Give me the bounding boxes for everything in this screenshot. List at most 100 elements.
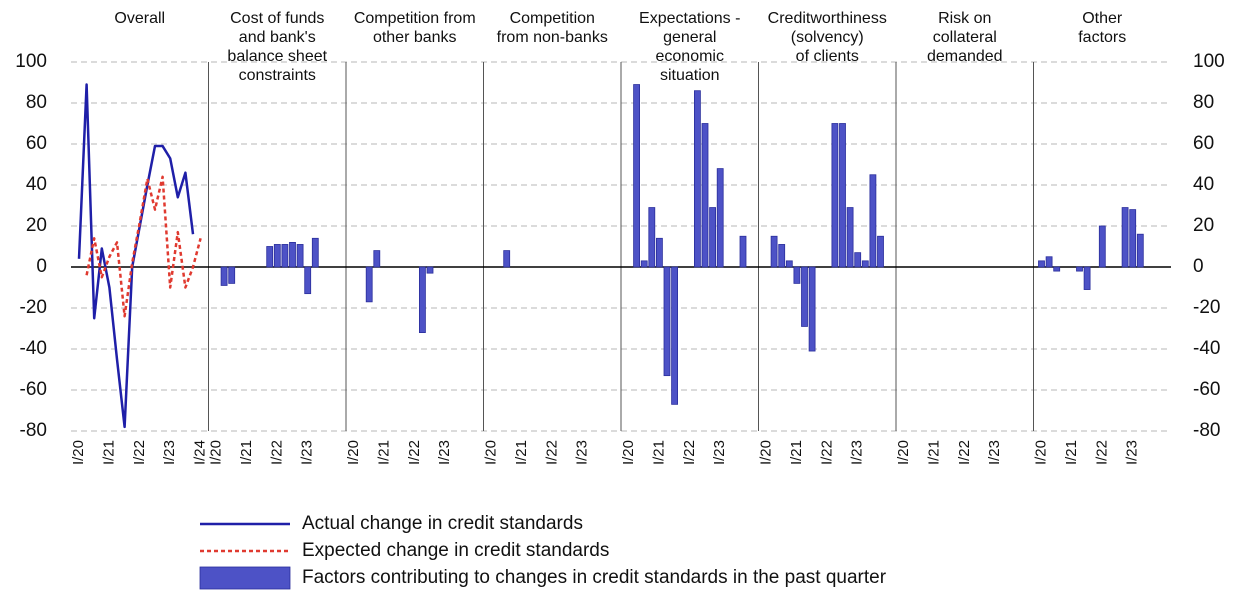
bar xyxy=(304,266,312,295)
x-tick-label: I/22 xyxy=(543,440,560,465)
x-tick-label: I/20 xyxy=(895,440,912,465)
x-tick-label: I/22 xyxy=(956,440,973,465)
x-tick-label: I/21 xyxy=(925,440,942,465)
panel-title: balance sheet xyxy=(227,48,327,65)
panel-title: from non-banks xyxy=(497,29,608,46)
y2-tick-label: 80 xyxy=(1193,92,1214,113)
x-tick-label: I/23 xyxy=(711,440,728,465)
bar xyxy=(1053,266,1061,272)
x-tick-label: I/23 xyxy=(849,440,866,465)
y-tick-label: 40 xyxy=(26,174,47,195)
bar xyxy=(640,260,648,268)
series-line xyxy=(85,175,202,318)
bar xyxy=(778,244,786,268)
x-tick-label: I/20 xyxy=(1032,440,1049,465)
bar xyxy=(1136,233,1144,268)
x-tick-label: I/21 xyxy=(238,440,255,465)
bar xyxy=(1098,225,1106,268)
bar xyxy=(296,244,304,268)
series-line xyxy=(77,83,195,429)
bar xyxy=(220,266,228,286)
panel-title: of clients xyxy=(796,48,859,65)
x-tick-label: I/22 xyxy=(131,440,148,465)
x-tick-label: I/20 xyxy=(482,440,499,465)
y-tick-label: -60 xyxy=(20,379,47,400)
bar xyxy=(694,90,701,268)
y-tick-label: -40 xyxy=(20,338,47,359)
panel-title: Competition from xyxy=(354,10,476,27)
y-tick-label: 80 xyxy=(26,92,47,113)
bar xyxy=(1129,209,1137,268)
x-tick-label: I/23 xyxy=(986,440,1003,465)
y2-tick-label: -20 xyxy=(1193,297,1220,318)
y2-tick-label: 60 xyxy=(1193,133,1214,154)
panel-title: other banks xyxy=(373,29,457,46)
y2-tick-label: -80 xyxy=(1193,420,1220,441)
bar xyxy=(716,168,724,268)
bar xyxy=(701,123,709,268)
x-tick-label: I/22 xyxy=(681,440,698,465)
bar xyxy=(311,237,319,268)
bar xyxy=(801,266,808,327)
panel-title: situation xyxy=(660,67,720,84)
x-tick-label: I/23 xyxy=(436,440,453,465)
panel-title: general xyxy=(663,29,716,46)
panel-title: Competition xyxy=(510,10,595,27)
x-tick-label: I/21 xyxy=(1063,440,1080,465)
x-tick-label: I/20 xyxy=(207,440,224,465)
bar xyxy=(671,266,678,405)
y2-tick-label: 0 xyxy=(1193,256,1204,277)
y2-tick-label: 40 xyxy=(1193,174,1214,195)
panel-title: Risk on xyxy=(938,10,991,27)
x-tick-label: I/21 xyxy=(788,440,805,465)
panel-title: Cost of funds xyxy=(230,10,324,27)
bar xyxy=(1083,266,1091,290)
bar xyxy=(289,241,296,268)
y2-tick-label: -40 xyxy=(1193,338,1220,359)
bar xyxy=(273,244,281,268)
bar xyxy=(373,250,381,268)
bar xyxy=(739,235,747,268)
bar xyxy=(633,84,640,268)
panel-title: Creditworthiness xyxy=(768,10,887,27)
x-tick-label: I/21 xyxy=(375,440,392,465)
bar xyxy=(228,266,236,284)
panel-title: factors xyxy=(1078,29,1126,46)
panel-title: demanded xyxy=(927,48,1003,65)
bar xyxy=(770,235,778,268)
y-tick-label: -80 xyxy=(20,420,47,441)
bar xyxy=(656,237,663,268)
y-tick-label: 100 xyxy=(15,51,47,72)
y2-tick-label: -60 xyxy=(1193,379,1220,400)
bar xyxy=(831,123,839,268)
x-tick-label: I/20 xyxy=(757,440,774,465)
bar xyxy=(709,207,716,268)
x-tick-label: I/20 xyxy=(620,440,637,465)
legend-label: Actual change in credit standards xyxy=(302,513,583,534)
panel-title: and bank's xyxy=(239,29,316,46)
bar xyxy=(1038,260,1045,268)
panel-title: constraints xyxy=(239,67,316,84)
y2-tick-label: 100 xyxy=(1193,51,1225,72)
x-tick-label: I/22 xyxy=(818,440,835,465)
y-tick-label: -20 xyxy=(20,297,47,318)
y-tick-label: 60 xyxy=(26,133,47,154)
bar xyxy=(1076,266,1083,272)
panel-title: Overall xyxy=(114,10,165,27)
y-tick-label: 0 xyxy=(36,256,47,277)
x-tick-label: I/23 xyxy=(299,440,316,465)
bar xyxy=(1121,207,1129,268)
bar xyxy=(785,260,793,268)
bar xyxy=(365,266,373,303)
panel-title: economic xyxy=(656,48,724,65)
bar xyxy=(418,266,426,333)
panel-title: Expectations - xyxy=(639,10,740,27)
panel-title: collateral xyxy=(933,29,997,46)
bar xyxy=(266,246,274,268)
bar xyxy=(808,266,816,352)
x-tick-label: I/24 xyxy=(192,440,209,465)
y2-tick-label: 20 xyxy=(1193,215,1214,236)
x-tick-label: I/20 xyxy=(345,440,362,465)
x-tick-label: I/22 xyxy=(1093,440,1110,465)
